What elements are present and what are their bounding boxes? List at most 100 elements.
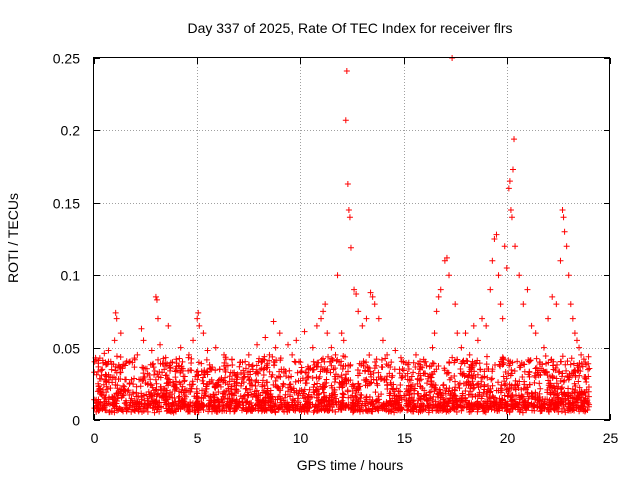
data-point bbox=[366, 352, 373, 359]
data-point bbox=[292, 378, 299, 385]
data-point bbox=[219, 399, 226, 406]
data-point bbox=[442, 390, 449, 397]
data-point bbox=[456, 385, 463, 392]
data-point bbox=[501, 382, 508, 389]
data-point bbox=[391, 392, 398, 399]
data-point bbox=[586, 365, 593, 372]
grid-layer bbox=[94, 58, 610, 420]
data-point bbox=[272, 402, 279, 409]
data-point bbox=[429, 405, 436, 412]
data-point bbox=[95, 363, 102, 370]
data-point bbox=[270, 362, 277, 369]
data-point bbox=[428, 384, 435, 391]
data-point bbox=[429, 359, 436, 366]
data-point bbox=[156, 368, 163, 375]
data-point bbox=[103, 383, 110, 390]
data-point bbox=[355, 380, 362, 387]
data-point bbox=[532, 365, 539, 372]
data-point bbox=[212, 404, 219, 411]
data-point bbox=[433, 366, 440, 373]
data-point bbox=[187, 367, 194, 374]
data-point bbox=[363, 406, 370, 413]
data-point bbox=[128, 376, 135, 383]
data-point bbox=[528, 390, 535, 397]
data-point bbox=[487, 385, 494, 392]
data-point bbox=[551, 406, 558, 413]
data-point bbox=[201, 367, 208, 374]
data-point bbox=[322, 383, 329, 390]
data-point bbox=[547, 373, 554, 380]
data-point bbox=[360, 358, 367, 365]
data-point bbox=[105, 379, 112, 386]
data-point bbox=[252, 402, 259, 409]
data-point bbox=[521, 397, 528, 404]
data-point bbox=[131, 407, 138, 414]
data-point bbox=[269, 406, 276, 413]
data-point bbox=[177, 368, 184, 375]
data-point bbox=[393, 393, 400, 400]
data-point bbox=[251, 388, 258, 395]
data-point bbox=[233, 396, 240, 403]
data-point bbox=[576, 408, 583, 415]
data-point bbox=[339, 401, 346, 408]
data-point bbox=[198, 400, 205, 407]
data-point bbox=[553, 380, 560, 387]
data-point bbox=[429, 371, 436, 378]
data-point bbox=[481, 386, 488, 393]
data-point bbox=[549, 362, 556, 369]
data-point bbox=[122, 388, 129, 395]
data-point bbox=[137, 405, 144, 412]
data-point bbox=[285, 341, 292, 348]
data-point bbox=[506, 408, 513, 415]
data-point bbox=[175, 388, 182, 395]
data-point bbox=[509, 166, 516, 173]
data-point bbox=[298, 364, 305, 371]
data-point bbox=[295, 377, 302, 384]
data-point bbox=[293, 337, 300, 344]
data-point bbox=[302, 398, 309, 405]
data-point bbox=[278, 402, 285, 409]
data-point bbox=[478, 378, 485, 385]
data-point bbox=[212, 367, 219, 374]
data-point bbox=[211, 394, 218, 401]
data-point bbox=[449, 395, 456, 402]
data-point bbox=[469, 406, 476, 413]
data-point bbox=[153, 406, 160, 413]
data-point bbox=[378, 403, 385, 410]
data-point bbox=[194, 406, 201, 413]
data-point bbox=[340, 337, 347, 344]
data-point bbox=[451, 406, 458, 413]
data-point bbox=[503, 400, 510, 407]
data-point bbox=[417, 358, 424, 365]
data-point bbox=[340, 352, 347, 359]
data-point bbox=[573, 399, 580, 406]
data-point bbox=[101, 350, 108, 357]
data-point bbox=[397, 404, 404, 411]
data-point bbox=[444, 369, 451, 376]
data-point bbox=[282, 400, 289, 407]
data-point bbox=[187, 399, 194, 406]
data-point bbox=[440, 382, 447, 389]
data-point bbox=[452, 301, 459, 308]
data-point bbox=[557, 377, 564, 384]
data-point bbox=[552, 367, 559, 374]
data-point bbox=[221, 362, 228, 369]
data-point bbox=[313, 374, 320, 381]
data-point bbox=[228, 390, 235, 397]
x-axis-label: GPS time / hours bbox=[297, 457, 404, 473]
data-point bbox=[204, 347, 211, 354]
data-point bbox=[564, 373, 571, 380]
data-point bbox=[306, 404, 313, 411]
data-point bbox=[431, 330, 438, 337]
data-point bbox=[365, 368, 372, 375]
data-point bbox=[117, 353, 124, 360]
data-point bbox=[488, 401, 495, 408]
data-point bbox=[569, 394, 576, 401]
data-point bbox=[363, 315, 370, 322]
data-point bbox=[536, 390, 543, 397]
x-tick-label: 5 bbox=[194, 430, 202, 446]
data-point bbox=[300, 388, 307, 395]
data-point bbox=[140, 337, 147, 344]
data-point bbox=[467, 381, 474, 388]
data-point bbox=[560, 214, 567, 221]
